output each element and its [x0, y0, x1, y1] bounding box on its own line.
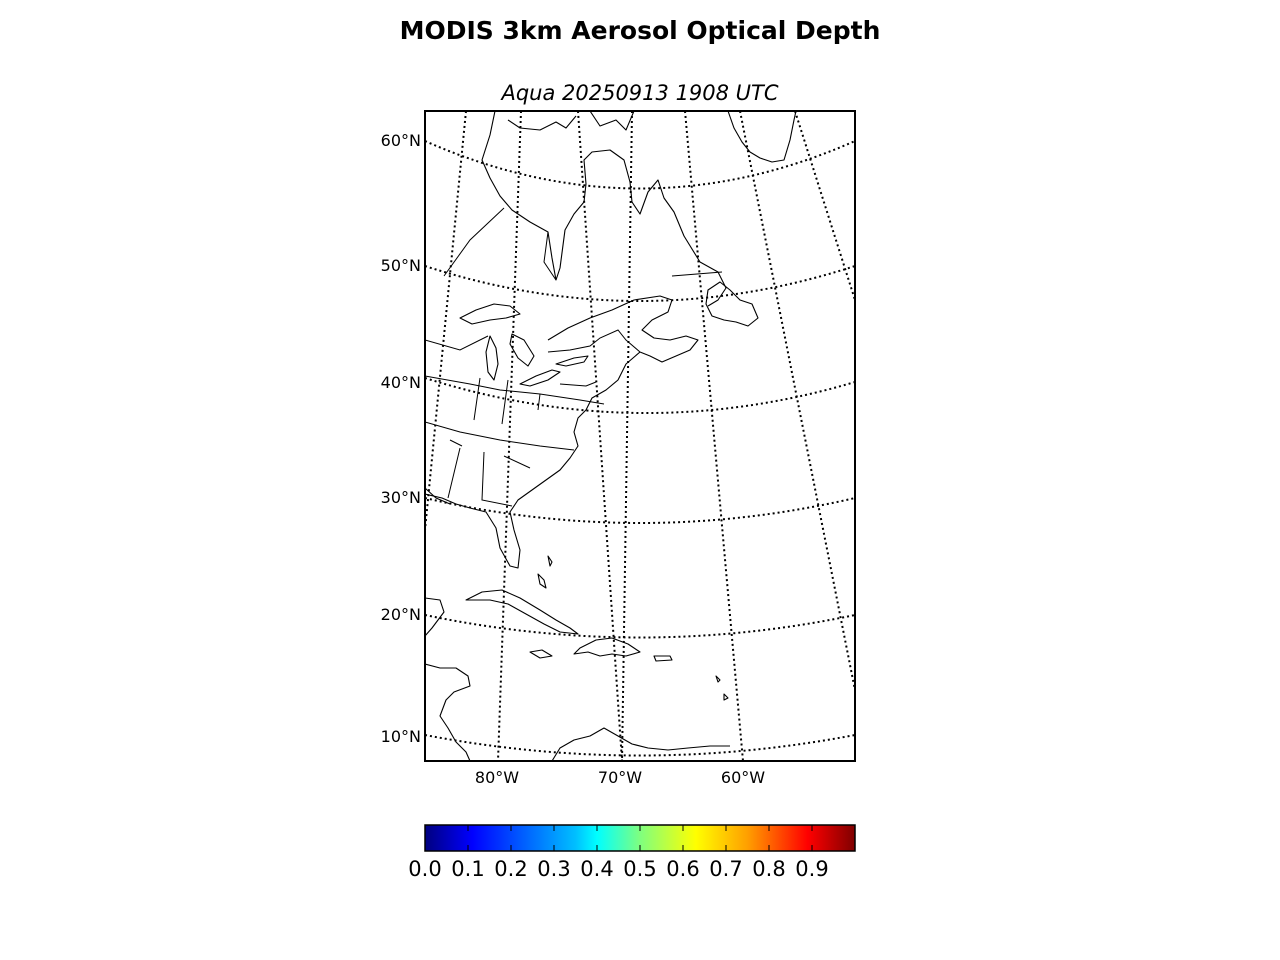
colorbar-tick-label: 0.7: [709, 857, 742, 881]
coast-central-america: [425, 597, 445, 637]
border-us-canada: [425, 335, 489, 351]
border-us-canada-east: [547, 329, 641, 353]
coast-newfoundland: [705, 281, 759, 327]
lon-label-80w: 80°W: [475, 768, 519, 787]
coast-st-lawrence: [547, 295, 699, 363]
figure-title: MODIS 3km Aerosol Optical Depth: [400, 16, 881, 45]
coast-cuba: [465, 589, 579, 635]
coast-bahamas: [537, 555, 553, 589]
lon-label-60w: 60°W: [721, 768, 765, 787]
meridian-80w: [497, 111, 522, 761]
coast-central-america-south: [425, 663, 471, 761]
lat-label-30n: 30°N: [381, 488, 421, 507]
coast-puerto-rico: [653, 655, 673, 662]
colorbar-tick-label: 0.0: [408, 857, 441, 881]
colorbar-ticks: [467, 825, 813, 851]
coastlines: [425, 111, 797, 761]
coast-lake-huron: [509, 333, 535, 367]
coast-greenland: [727, 111, 797, 163]
meridian-60w: [684, 111, 744, 761]
meridians: [425, 111, 855, 761]
coast-lake-ontario: [555, 355, 589, 367]
coast-gulf: [425, 487, 451, 505]
lat-label-40n: 40°N: [381, 373, 421, 392]
border-us-states-3: [447, 439, 531, 507]
colorbar: 0.0 0.1 0.2 0.3 0.4 0.5 0.6 0.7 0.8 0.9: [408, 824, 856, 881]
meridian-50w: [739, 111, 855, 691]
meridian-70w: [577, 111, 623, 761]
meridian-40w: [794, 111, 855, 301]
map-background: [425, 111, 855, 761]
parallel-30n: [425, 497, 855, 524]
colorbar-tick-label: 0.9: [795, 857, 828, 881]
lat-label-60n: 60°N: [381, 131, 421, 150]
meridian-90w: [425, 111, 467, 531]
colorbar-tick-label: 0.1: [451, 857, 484, 881]
map-content: [425, 111, 855, 761]
figure-subtitle: Aqua 20250913 1908 UTC: [499, 81, 778, 105]
colorbar-tick-label: 0.6: [666, 857, 699, 881]
coast-south-america: [551, 727, 730, 761]
coast-lesser-antilles: [715, 675, 729, 701]
political-borders: [425, 207, 723, 507]
coast-hispaniola: [573, 637, 641, 657]
colorbar-tick-label: 0.4: [580, 857, 613, 881]
map-panel: [424, 110, 856, 762]
parallel-50n: [425, 265, 855, 302]
coast-us-east: [425, 351, 641, 569]
lat-label-10n: 10°N: [381, 727, 421, 746]
coast-hudson-bay: [481, 111, 727, 307]
coast-baffin: [507, 115, 577, 131]
border-us-states-4: [473, 377, 597, 425]
coast-jamaica: [529, 649, 553, 659]
border-us-states-2: [425, 421, 575, 451]
parallel-20n: [425, 614, 855, 639]
parallel-60n: [425, 140, 855, 190]
map-frame: [424, 110, 856, 762]
coast-lake-superior: [459, 303, 521, 325]
coast-lake-erie: [519, 369, 561, 387]
colorbar-tick-label: 0.5: [623, 857, 656, 881]
colorbar-tick-label: 0.2: [494, 857, 527, 881]
colorbar-frame: [424, 824, 856, 852]
lon-label-70w: 70°W: [598, 768, 642, 787]
coast-lake-michigan: [485, 335, 499, 381]
colorbar-tick-label: 0.3: [537, 857, 570, 881]
border-us-states-1: [425, 375, 605, 405]
meridian-70w-b: [621, 111, 633, 761]
colorbar-labels: 0.0 0.1 0.2 0.3 0.4 0.5 0.6 0.7 0.8 0.9: [408, 857, 828, 881]
longitude-labels: 80°W 70°W 60°W: [475, 768, 765, 787]
colorbar-tick-label: 0.8: [752, 857, 785, 881]
parallel-10n: [425, 734, 855, 757]
latitude-labels: 60°N 50°N 40°N 30°N 20°N 10°N: [381, 131, 421, 746]
coast-labrador-north: [589, 111, 635, 131]
border-canada-provinces: [443, 207, 723, 281]
lat-label-50n: 50°N: [381, 256, 421, 275]
lat-label-20n: 20°N: [381, 605, 421, 624]
